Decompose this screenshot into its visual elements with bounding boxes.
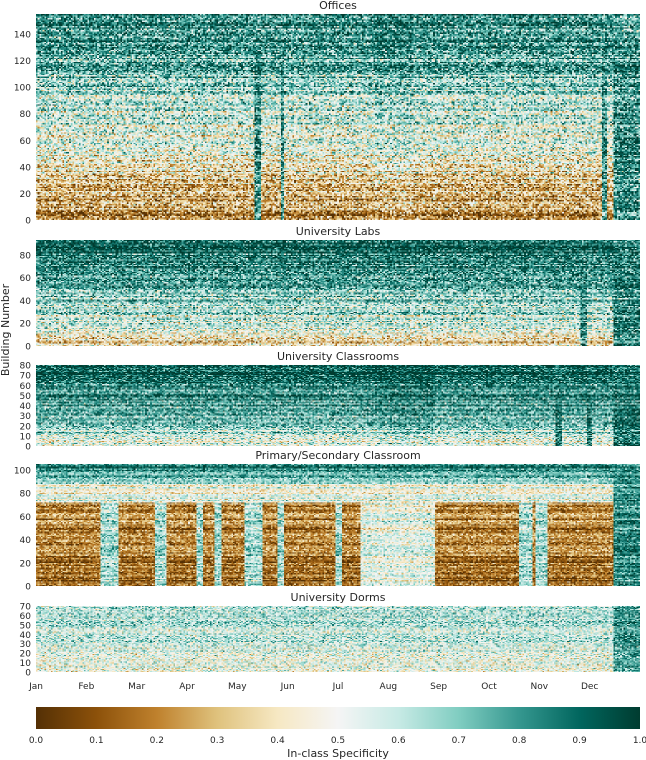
y-tick-label: 20 <box>20 559 32 569</box>
y-tick-label: 30 <box>20 640 32 650</box>
x-tick-label: Aug <box>380 682 398 692</box>
y-tick-label: 40 <box>20 297 32 307</box>
y-tick-label: 80 <box>20 362 32 372</box>
y-tick-label: 70 <box>20 603 32 613</box>
x-tick-label: Jun <box>280 682 295 692</box>
heatmap-image <box>36 464 640 586</box>
x-tick-label: Jan <box>28 682 43 692</box>
colorbar-tick-label: 0.3 <box>210 736 224 746</box>
y-tick-label: 80 <box>20 251 32 261</box>
y-tick-label: 10 <box>20 432 32 442</box>
y-tick-label: 20 <box>20 650 32 660</box>
y-tick-label: 40 <box>20 402 32 412</box>
x-tick-label: Apr <box>179 682 195 692</box>
y-tick-label: 0 <box>25 343 31 353</box>
x-tick-label: Sep <box>430 682 447 692</box>
x-tick-label: Dec <box>581 682 598 692</box>
y-tick-label: 60 <box>20 513 32 523</box>
x-tick-label: Jul <box>332 682 344 692</box>
x-axis: Jan Feb Mar Apr May Jun Jul Aug Sep Oct Nov Dec <box>28 682 598 692</box>
heatmap-image <box>36 240 640 346</box>
y-tick-label: 60 <box>20 382 32 392</box>
y-tick-label: 80 <box>20 110 32 120</box>
colorbar-tick-label: 1.0 <box>633 736 646 746</box>
heatmap-image <box>36 14 640 220</box>
panel-title: Offices <box>319 0 357 12</box>
panel-title: University Labs <box>296 225 381 238</box>
x-tick-label: Mar <box>128 682 145 692</box>
y-tick-label: 0 <box>25 443 31 453</box>
y-tick-label: 40 <box>20 631 32 641</box>
y-tick-label: 100 <box>14 466 31 476</box>
y-tick-label: 80 <box>20 490 32 500</box>
colorbar-tick-label: 0.7 <box>452 736 466 746</box>
colorbar-tick-label: 0.1 <box>89 736 103 746</box>
y-tick-label: 30 <box>20 412 32 422</box>
y-tick-label: 60 <box>20 612 32 622</box>
y-tick-label: 140 <box>14 30 31 40</box>
y-tick-label: 100 <box>14 84 31 94</box>
colorbar-tick-label: 0.8 <box>512 736 527 746</box>
colorbar: 0.0 0.1 0.2 0.3 0.4 0.5 0.6 0.7 0.8 0.9 1.0 <box>29 707 646 746</box>
y-tick-label: 20 <box>20 190 32 200</box>
colorbar-tick-label: 0.6 <box>391 736 406 746</box>
y-tick-label: 60 <box>20 274 32 284</box>
y-tick-label: 40 <box>20 163 32 173</box>
panel-title: University Classrooms <box>277 350 399 363</box>
y-tick-label: 20 <box>20 320 32 330</box>
colorbar-tick-label: 0.9 <box>572 736 587 746</box>
colorbar-gradient <box>36 707 640 729</box>
colorbar-tick-label: 0.4 <box>270 736 285 746</box>
colorbar-label: In-class Specificity <box>287 747 389 760</box>
y-tick-label: 40 <box>20 536 32 546</box>
panel-title: Primary/Secondary Classroom <box>255 449 420 462</box>
x-tick-label: Feb <box>78 682 94 692</box>
colorbar-tick-label: 0.2 <box>150 736 164 746</box>
x-tick-label: Nov <box>531 682 549 692</box>
heatmap-image <box>36 606 640 672</box>
colorbar-tick-label: 0.0 <box>29 736 44 746</box>
heatmap-image <box>36 365 640 446</box>
colorbar-tick-label: 0.5 <box>331 736 345 746</box>
y-tick-label: 70 <box>20 372 32 382</box>
x-tick-label: Oct <box>481 682 497 692</box>
y-tick-label: 50 <box>20 392 32 402</box>
y-tick-label: 60 <box>20 137 32 147</box>
y-tick-label: 0 <box>25 217 31 227</box>
panel-title: University Dorms <box>291 591 386 604</box>
y-tick-label: 0 <box>25 669 31 679</box>
y-axis-label: Building Number <box>0 283 12 376</box>
y-tick-label: 0 <box>25 583 31 593</box>
y-tick-label: 120 <box>14 57 31 67</box>
y-tick-label: 10 <box>20 659 32 669</box>
y-tick-label: 50 <box>20 621 32 631</box>
x-tick-label: May <box>228 682 247 692</box>
y-tick-label: 20 <box>20 422 32 432</box>
